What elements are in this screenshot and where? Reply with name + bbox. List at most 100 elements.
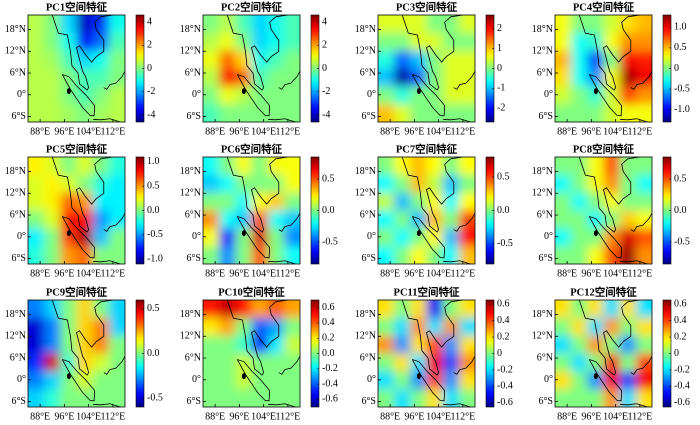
cell <box>458 300 475 319</box>
cell <box>378 68 395 87</box>
cell <box>635 371 652 390</box>
cell <box>603 246 621 264</box>
cell <box>283 157 300 176</box>
cell <box>44 371 61 390</box>
field-cells <box>28 15 125 122</box>
cell <box>235 371 252 390</box>
cell <box>44 32 61 52</box>
y-tick-label: 12°N <box>180 188 201 199</box>
cell <box>219 228 236 247</box>
coastline <box>578 157 640 233</box>
cell <box>283 335 300 354</box>
cell <box>235 246 252 264</box>
coastline <box>620 260 648 264</box>
island <box>593 373 598 380</box>
colorbar-tick-label: 0.0 <box>322 348 335 359</box>
cell <box>108 389 125 407</box>
cell <box>410 300 427 319</box>
x-tick-label: 112°E <box>628 411 653 422</box>
cell <box>571 246 588 264</box>
cell <box>378 157 395 176</box>
colorbar-tick-label: 2 <box>322 40 327 51</box>
colorbar-tick-label: 4 <box>322 16 327 27</box>
cell <box>571 353 588 372</box>
coastline <box>453 213 475 232</box>
cell <box>635 68 652 87</box>
y-tick-label: 6°S <box>186 396 201 407</box>
coastline <box>443 118 471 122</box>
cell <box>60 86 77 105</box>
cell <box>603 15 621 34</box>
cell <box>76 300 94 319</box>
cell <box>458 228 475 247</box>
cell <box>603 104 621 122</box>
cell <box>426 32 444 52</box>
cell <box>426 389 444 407</box>
field-cells <box>378 157 475 264</box>
y-tick-label: 6°N <box>185 209 201 220</box>
cell <box>203 246 220 264</box>
y-tick-label: 0° <box>17 231 26 242</box>
x-tick-label: 96°E <box>581 126 601 137</box>
cell <box>571 228 588 247</box>
cell <box>426 246 444 264</box>
cell <box>587 300 604 319</box>
cell <box>571 192 588 211</box>
cell <box>28 389 45 407</box>
cell <box>219 246 236 264</box>
y-tick-label: 12°N <box>180 331 201 342</box>
x-tick-label: 96°E <box>404 411 424 422</box>
cell <box>203 210 220 229</box>
cell <box>571 32 588 52</box>
colorbar-tick-label: 0.5 <box>674 173 687 184</box>
cell <box>283 15 300 34</box>
y-tick-label: 6°S <box>11 396 26 407</box>
x-tick-label: 112°E <box>276 268 301 279</box>
field-cells <box>203 157 300 264</box>
cell <box>60 353 77 372</box>
cell <box>283 389 300 407</box>
y-tick-label: 6°S <box>361 111 376 122</box>
cell <box>92 174 110 194</box>
cell <box>635 335 652 354</box>
colorbar-tick-label: 0.6 <box>497 298 510 309</box>
cell <box>28 300 45 319</box>
cell <box>394 371 411 390</box>
cell <box>267 50 285 69</box>
cell <box>635 86 652 105</box>
cell <box>219 174 236 194</box>
field-cells <box>555 15 652 122</box>
cell <box>587 15 604 34</box>
cell <box>108 192 125 211</box>
cell <box>410 335 427 354</box>
cell <box>28 210 45 229</box>
cell <box>92 353 110 372</box>
coastline <box>620 118 648 122</box>
panel-title: PC7空间特征 <box>396 142 458 155</box>
cell <box>60 15 77 34</box>
coastline <box>236 359 271 402</box>
cell <box>76 389 94 407</box>
colorbar-tick-label: 0.6 <box>674 298 687 309</box>
y-tick-label: 0° <box>544 374 553 385</box>
cell <box>555 192 572 211</box>
cell <box>76 86 94 105</box>
y-tick-label: 6°S <box>538 111 553 122</box>
cell <box>603 228 621 247</box>
cell <box>203 300 220 319</box>
cell <box>619 317 637 337</box>
cell <box>251 15 269 34</box>
cell <box>283 353 300 372</box>
colorbar-tick-label: -0.4 <box>322 378 338 389</box>
colorbar-tick-label: 2 <box>497 23 502 34</box>
cell <box>426 300 444 319</box>
cell <box>410 192 427 211</box>
colorbar-tick-label: -0.2 <box>322 363 338 374</box>
cell <box>219 317 236 337</box>
cell <box>619 389 637 407</box>
colorbar-tick-label: 0.4 <box>497 315 510 326</box>
cell <box>219 86 236 105</box>
cell <box>635 317 652 337</box>
x-tick-label: 96°E <box>54 411 74 422</box>
field <box>378 157 475 264</box>
